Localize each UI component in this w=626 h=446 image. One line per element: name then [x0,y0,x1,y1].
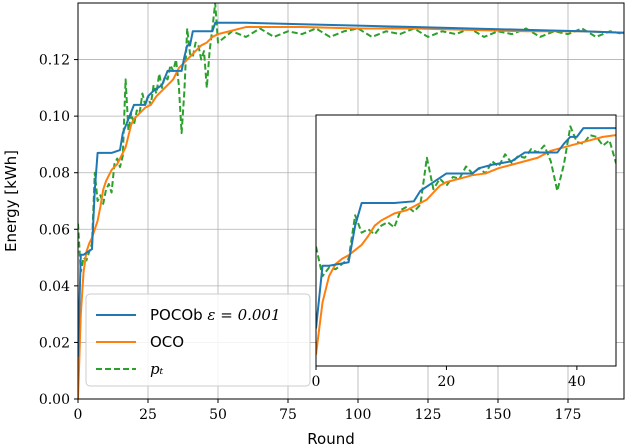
series-line-pocob-0-001 [78,21,624,357]
x-tick-label: 50 [209,407,227,423]
legend-label: POCOb ε = 0.001 [150,306,281,324]
inset-background [316,115,616,366]
y-axis-title: Energy [kWh] [2,150,20,252]
y-tick-label: 0.04 [39,279,70,295]
x-tick-label: 150 [485,407,512,423]
x-axis-title: Round [307,430,354,446]
legend-label: pₜ [150,360,164,378]
series-line-inset-p-t [316,125,616,278]
inset-x-tick-label: 40 [568,374,586,390]
x-tick-label: 75 [279,407,297,423]
series-line-inset-pocob-0-001 [316,127,616,329]
x-tick-label: 100 [345,407,372,423]
legend-label: OCO [150,333,184,351]
series-line-inset-oco [316,134,616,355]
legend: POCOb ε = 0.001 OCO pₜ [85,293,311,387]
y-tick-label: 0.08 [39,166,70,182]
series-line-p-t [78,3,624,273]
inset-x-tick-label: 20 [438,374,456,390]
y-tick-label: 0.00 [39,392,70,408]
axes-frame [77,2,625,400]
y-tick-label: 0.06 [39,222,70,238]
series-line-oco [78,26,624,399]
y-tick-label: 0.02 [39,335,70,351]
y-tick-label: 0.12 [39,53,70,69]
y-tick-label: 0.10 [39,109,70,125]
x-tick-label: 25 [139,407,157,423]
legend-box [85,293,311,387]
x-tick-label: 175 [555,407,582,423]
x-tick-label: 0 [74,407,83,423]
x-tick-label: 125 [415,407,442,423]
inset-chart: 0 20 40 [312,114,617,390]
inset-x-tick-label: 0 [312,374,321,390]
series-layer [78,3,624,399]
inset-frame [315,114,617,367]
